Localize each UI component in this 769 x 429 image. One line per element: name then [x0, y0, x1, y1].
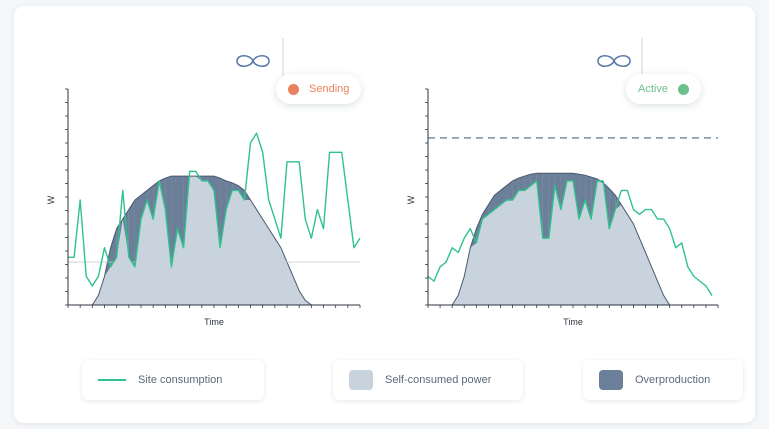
x-axis-label: Time — [563, 317, 583, 327]
overproduction-segment — [579, 174, 586, 220]
status-label-left: Sending — [309, 83, 350, 95]
overproduction-segment — [566, 173, 573, 181]
legend-self-consumed: Self-consumed power — [333, 360, 523, 400]
overproduction-segment — [482, 204, 489, 220]
self-consumed-area — [428, 173, 718, 305]
status-pill-left: Sending — [276, 74, 362, 104]
overproduction-segment — [530, 173, 537, 186]
overproduction-segment — [147, 185, 154, 220]
legend-overproduction: Overproduction — [583, 360, 743, 400]
overproduction-segment — [165, 176, 172, 267]
infinity-icon — [236, 54, 270, 68]
overproduction-segment — [542, 173, 549, 239]
infinity-icon — [597, 54, 631, 68]
overproduction-segment — [232, 182, 239, 191]
chart-2: Time W — [406, 38, 719, 327]
status-label-right: Active — [638, 83, 668, 95]
overproduction-segment — [141, 190, 148, 220]
status-dot-red — [288, 83, 299, 95]
overproduction-segment — [177, 176, 184, 248]
overproduction-segment — [512, 178, 519, 200]
chart-1: Time W — [46, 38, 361, 327]
overproduction-segment — [220, 178, 227, 248]
overproduction-segment — [500, 185, 507, 205]
site-consumption-line — [68, 132, 361, 287]
overproduction-swatch-icon — [599, 370, 623, 390]
y-axis-label: W — [406, 195, 416, 204]
legend-overproduction-label: Overproduction — [635, 374, 711, 386]
status-pill-right: Active — [626, 74, 701, 104]
overproduction-segment — [609, 188, 616, 229]
overproduction-segment — [226, 180, 233, 210]
overproduction-segment — [110, 228, 117, 267]
self-consumed-swatch-icon — [349, 370, 373, 390]
legend-consumption: Site consumption — [82, 360, 264, 400]
overproduction-segment — [134, 195, 141, 267]
overproduction-segment — [201, 176, 208, 181]
consumption-line-icon — [98, 379, 126, 381]
site-consumption-line — [427, 180, 713, 296]
x-axis-label: Time — [204, 317, 224, 327]
overproduction-segment — [585, 175, 592, 220]
overproduction-segment — [488, 195, 495, 215]
overproduction-segment — [554, 173, 561, 210]
overproduction-segment — [506, 180, 513, 200]
overproduction-segment — [128, 200, 135, 267]
legend-consumption-label: Site consumption — [138, 374, 223, 386]
overproduction-segment — [171, 176, 178, 267]
y-axis-label: W — [46, 195, 56, 204]
legend-self-consumed-label: Self-consumed power — [385, 374, 492, 386]
overproduction-segment — [494, 190, 501, 210]
overproduction-segment — [518, 176, 525, 191]
overproduction-segment — [116, 219, 123, 258]
status-dot-green — [677, 83, 689, 95]
